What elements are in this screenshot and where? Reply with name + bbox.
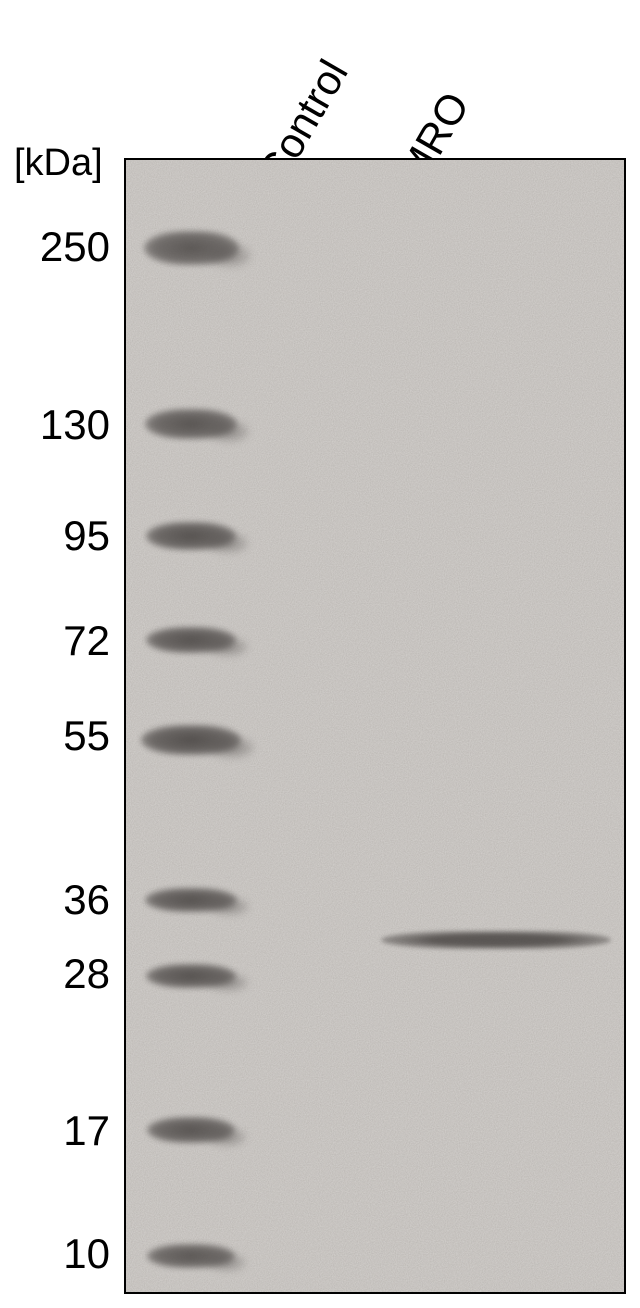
ladder-band-5-tail — [208, 898, 249, 915]
ladder-band-6-tail — [207, 974, 248, 991]
ladder-band-3-tail — [207, 638, 248, 656]
ladder-band-7-tail — [207, 1128, 247, 1146]
ladder-tick-10: 10 — [0, 1230, 110, 1278]
ladder-tick-250: 250 — [0, 223, 110, 271]
ladder-tick-72: 72 — [0, 617, 110, 665]
ladder-band-8-tail — [207, 1254, 247, 1271]
ladder-band-1-tail — [208, 421, 249, 442]
sample-band-0 — [381, 931, 611, 949]
ladder-tick-95: 95 — [0, 512, 110, 560]
ladder-tick-130: 130 — [0, 401, 110, 449]
kda-unit-label: [kDa] — [14, 142, 103, 185]
ladder-tick-17: 17 — [0, 1107, 110, 1155]
ladder-band-2-tail — [207, 533, 248, 553]
ladder-tick-55: 55 — [0, 712, 110, 760]
bands-layer — [126, 160, 624, 1292]
blot-membrane — [124, 158, 626, 1294]
ladder-band-4-tail — [209, 737, 254, 758]
ladder-band-0-tail — [208, 244, 251, 268]
ladder-tick-28: 28 — [0, 950, 110, 998]
figure-root: [kDa] ControlMRO 25013095725536281710 — [0, 0, 640, 1308]
ladder-tick-36: 36 — [0, 876, 110, 924]
